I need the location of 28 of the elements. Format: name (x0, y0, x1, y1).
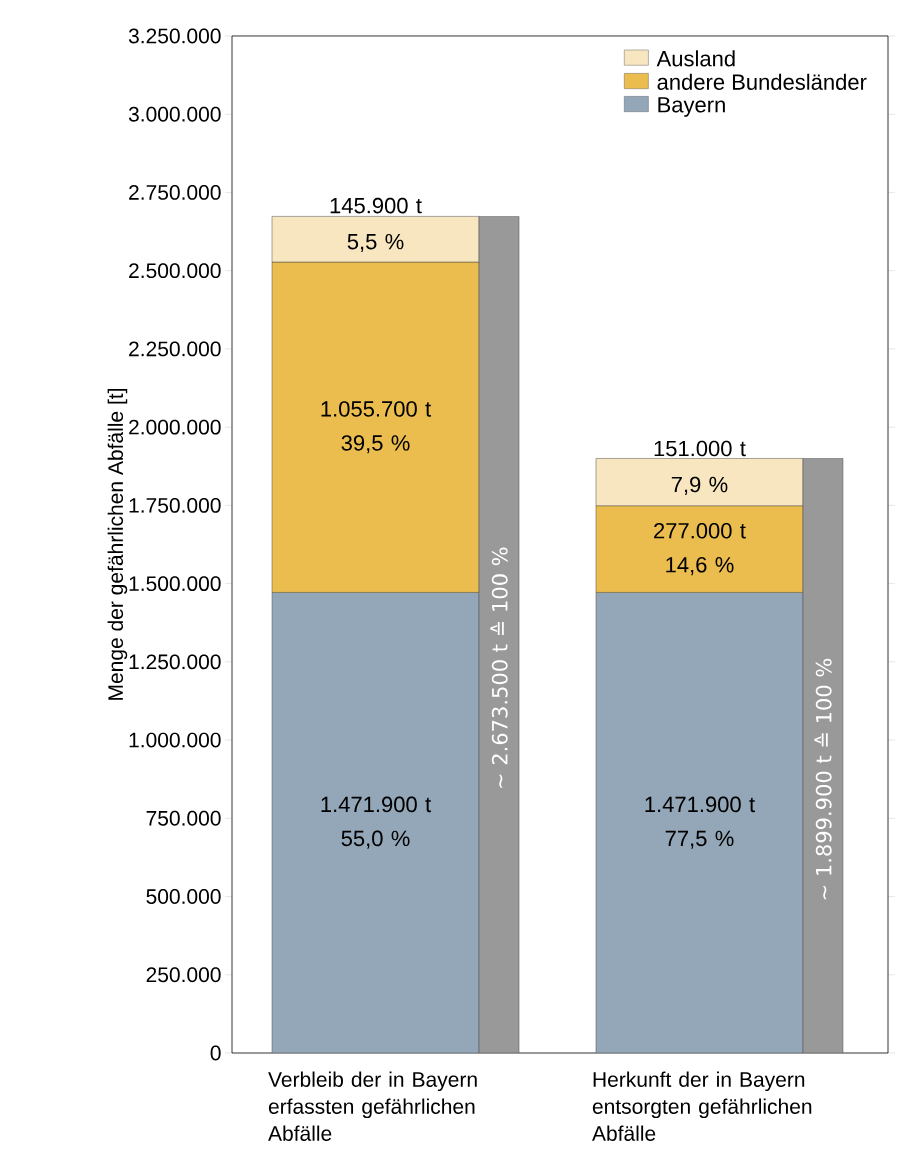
y-tick-label: 1.500.000 (129, 576, 221, 592)
x-tick-label: Herkunft der in Bayern entsorgten gefährlichen Abfälle (592, 1071, 812, 1141)
legend-label: andere Bundesländer (657, 73, 867, 90)
data-label: 1.055.700 t 39,5 % (321, 401, 431, 454)
y-axis-title: Menge der gefährlichen Abfälle [t] (107, 389, 128, 700)
y-tick-label: 2.750.000 (129, 185, 221, 200)
y-tick-label: 1.750.000 (129, 497, 221, 513)
x-tick-label: Verbleib der in Bayern erfassten gefährlichen Abfälle (268, 1071, 477, 1141)
data-label: 151.000 t 7,9 % (654, 440, 746, 495)
y-tick-label: 3.250.000 (128, 28, 221, 44)
y-tick-label: 2.500.000 (129, 263, 221, 279)
data-label: ~ 2.673.500 t ≙ 100 % (490, 547, 508, 788)
y-tick-label: 250.000 (146, 967, 221, 983)
y-tick-label: 750.000 (146, 810, 221, 826)
y-tick-label: 3.000.000 (128, 106, 221, 122)
data-label: 277.000 t 14,6 % (654, 522, 746, 576)
y-tick-label: 2.250.000 (129, 341, 221, 357)
y-tick-label: 1.000.000 (129, 732, 221, 748)
y-tick-label: 2.000.000 (129, 419, 221, 435)
data-label: ~ 1.899.900 t ≙ 100 % (814, 658, 832, 900)
legend-label: Ausland (656, 50, 735, 67)
legend-label: Bayern (658, 97, 725, 117)
y-tick-label: 1.250.000 (129, 654, 221, 670)
data-label: 1.471.900 t 55,0 % (321, 796, 431, 849)
data-label: 145.900 t 5,5 % (330, 197, 422, 252)
y-tick-label: 500.000 (146, 889, 221, 904)
data-label: 1.471.900 t 77,5 % (645, 796, 755, 849)
y-tick-label: 0 (210, 1045, 221, 1061)
